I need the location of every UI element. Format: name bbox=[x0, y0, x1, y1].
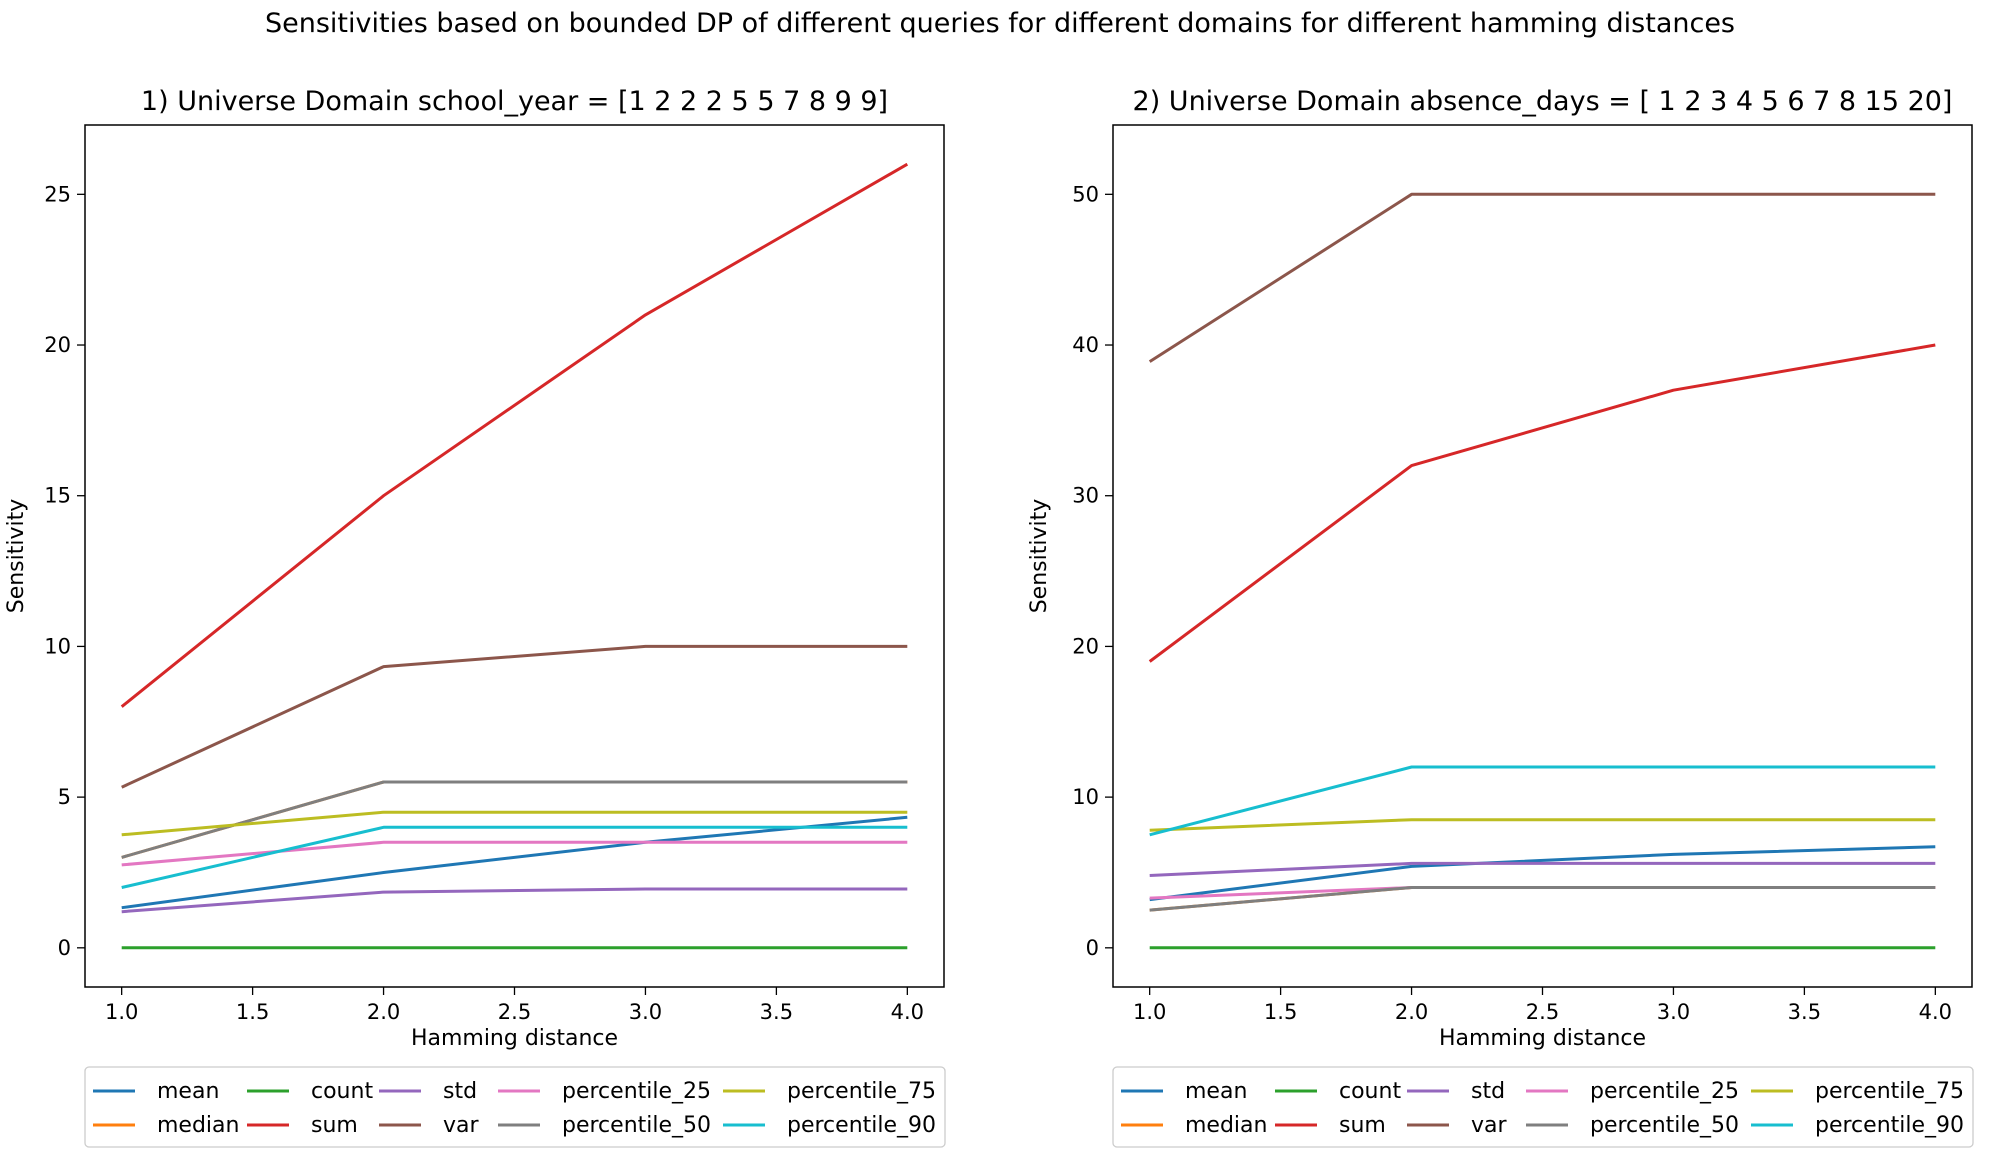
x-tick-label: 1.5 bbox=[1264, 1000, 1297, 1024]
y-tick-label: 25 bbox=[44, 182, 71, 206]
series-line-percentile_25 bbox=[121, 840, 908, 867]
y-tick-label: 20 bbox=[1072, 634, 1099, 658]
x-tick-label: 1.0 bbox=[105, 1000, 138, 1024]
legend-label-percentile_75: percentile_75 bbox=[787, 1079, 936, 1104]
x-tick-label: 1.5 bbox=[236, 1000, 269, 1024]
legend-label-percentile_50: percentile_50 bbox=[1590, 1113, 1739, 1138]
y-tick-label: 20 bbox=[44, 333, 71, 357]
legend: meanmediancountsumstdvarpercentile_25per… bbox=[84, 1066, 946, 1148]
y-tick-label: 0 bbox=[58, 936, 71, 960]
series-line-percentile_50 bbox=[121, 780, 908, 859]
legend-label-std: std bbox=[1471, 1079, 1505, 1104]
series-line-var bbox=[1148, 192, 1936, 363]
figure-title: Sensitivities based on bounded DP of dif… bbox=[265, 8, 1735, 39]
series-lines bbox=[1148, 192, 1936, 950]
legend-label-percentile_90: percentile_90 bbox=[787, 1113, 936, 1138]
series-line-percentile_25 bbox=[1149, 886, 1936, 900]
series-line-var bbox=[121, 644, 908, 789]
legend-label-std: std bbox=[443, 1079, 477, 1104]
legend-label-var: var bbox=[1471, 1113, 1508, 1138]
x-tick-label: 2.5 bbox=[498, 1000, 531, 1024]
y-tick-label: 50 bbox=[1072, 182, 1099, 206]
legend-label-var: var bbox=[443, 1113, 480, 1138]
x-tick-label: 3.5 bbox=[1788, 1000, 1821, 1024]
legend-label-mean: mean bbox=[1185, 1079, 1247, 1104]
series-lines bbox=[120, 162, 909, 950]
x-tick-label: 4.0 bbox=[891, 1000, 924, 1024]
axes-frame bbox=[1112, 124, 1973, 988]
series-line-percentile_75 bbox=[121, 810, 908, 837]
legend-label-median: median bbox=[1185, 1113, 1267, 1138]
y-tick-label: 40 bbox=[1072, 333, 1099, 357]
x-axis-label: Hamming distance bbox=[411, 1026, 618, 1051]
subplot-title: 1) Universe Domain school_year = [1 2 2 … bbox=[141, 86, 888, 117]
y-axis-label: Sensitivity bbox=[1027, 499, 1052, 614]
y-tick-label: 5 bbox=[58, 785, 71, 809]
x-tick-label: 2.0 bbox=[1395, 1000, 1428, 1024]
legend-label-mean: mean bbox=[157, 1079, 219, 1104]
x-tick-label: 4.0 bbox=[1919, 1000, 1952, 1024]
y-tick-label: 10 bbox=[1072, 785, 1099, 809]
series-line-median bbox=[121, 780, 908, 859]
legend-box bbox=[1112, 1066, 1974, 1148]
legend-label-count: count bbox=[311, 1079, 373, 1104]
legend-label-percentile_90: percentile_90 bbox=[1815, 1113, 1964, 1138]
y-tick-label: 10 bbox=[44, 634, 71, 658]
subplot-title: 2) Universe Domain absence_days = [ 1 2 … bbox=[1133, 86, 1953, 117]
x-tick-label: 3.0 bbox=[1657, 1000, 1690, 1024]
legend-label-percentile_25: percentile_25 bbox=[562, 1079, 711, 1104]
legend: meanmediancountsumstdvarpercentile_25per… bbox=[1112, 1066, 1974, 1148]
series-line-std bbox=[1149, 861, 1936, 877]
legend-label-sum: sum bbox=[1339, 1113, 1386, 1138]
legend-label-percentile_25: percentile_25 bbox=[1590, 1079, 1739, 1104]
chart-panel-2: 2) Universe Domain absence_days = [ 1 2 … bbox=[1027, 86, 1974, 1148]
y-tick-label: 0 bbox=[1086, 936, 1099, 960]
series-line-sum bbox=[120, 162, 909, 708]
series-line-mean bbox=[1149, 845, 1936, 902]
x-axis-label: Hamming distance bbox=[1439, 1026, 1646, 1051]
y-axis-label: Sensitivity bbox=[4, 499, 29, 614]
series-line-mean bbox=[121, 815, 908, 910]
legend-label-sum: sum bbox=[311, 1113, 358, 1138]
legend-label-count: count bbox=[1339, 1079, 1401, 1104]
x-tick-label: 1.0 bbox=[1133, 1000, 1166, 1024]
y-tick-label: 30 bbox=[1072, 484, 1099, 508]
legend-label-percentile_75: percentile_75 bbox=[1815, 1079, 1964, 1104]
y-tick-label: 15 bbox=[44, 484, 71, 508]
chart-panel-1: 1) Universe Domain school_year = [1 2 2 … bbox=[4, 86, 946, 1148]
series-line-percentile_75 bbox=[1149, 818, 1936, 832]
x-tick-label: 3.0 bbox=[629, 1000, 662, 1024]
legend-label-percentile_50: percentile_50 bbox=[562, 1113, 711, 1138]
x-tick-label: 3.5 bbox=[760, 1000, 793, 1024]
series-line-percentile_90 bbox=[1149, 765, 1936, 837]
legend-label-median: median bbox=[157, 1113, 239, 1138]
series-line-percentile_50 bbox=[1149, 886, 1936, 912]
x-tick-label: 2.0 bbox=[367, 1000, 400, 1024]
x-tick-label: 2.5 bbox=[1526, 1000, 1559, 1024]
series-line-std bbox=[121, 887, 908, 914]
series-line-sum bbox=[1148, 343, 1936, 663]
legend-box bbox=[84, 1066, 946, 1148]
series-line-percentile_90 bbox=[121, 825, 908, 889]
